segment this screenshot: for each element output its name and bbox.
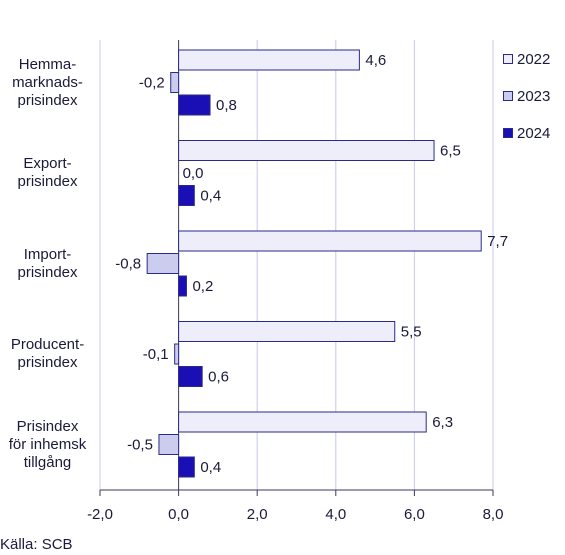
category-label-line: tillgång — [23, 453, 72, 471]
bar-2024 — [178, 94, 211, 116]
data-label-2023: 0,0 — [183, 165, 204, 182]
category-label: Producent-prisindex — [0, 336, 95, 372]
bar-2024 — [178, 366, 203, 387]
category-label-line: Import- — [23, 245, 72, 263]
legend-swatch-2024 — [503, 128, 513, 138]
legend-label-2023: 2023 — [517, 87, 551, 105]
legend-item-2024: 2024 — [503, 124, 550, 142]
category-label-line: Producent- — [10, 336, 85, 353]
category-label: Import-prisindex — [0, 246, 95, 282]
bar-2024 — [178, 456, 195, 478]
data-label-2024: 0,8 — [216, 97, 237, 114]
data-label-2022: 6,5 — [440, 143, 461, 160]
category-label-line: prisindex — [17, 91, 78, 109]
x-tick-label: 2,0 — [247, 506, 268, 523]
bar-2022 — [178, 49, 360, 71]
data-label-2022: 4,6 — [365, 52, 386, 69]
data-label-2023: -0,1 — [143, 346, 169, 363]
x-tick-label: 6,0 — [404, 506, 425, 523]
data-label-2023: -0,8 — [115, 256, 141, 273]
data-label-2024: 0,2 — [192, 278, 213, 295]
category-label-line: marknads- — [12, 73, 83, 91]
category-label: Prisindex för inhemsk tillgång — [0, 418, 95, 472]
category-label-line: Export- — [23, 155, 72, 172]
category-label-line: prisindex — [17, 354, 78, 371]
data-label-2022: 5,5 — [401, 324, 422, 341]
bar-2022 — [178, 140, 435, 161]
data-label-2022: 7,7 — [487, 233, 508, 250]
x-tick-label: -2,0 — [87, 506, 113, 523]
data-label-2022: 6,3 — [432, 414, 453, 431]
legend-item-2022: 2022 — [503, 50, 550, 68]
data-label-2024: 0,6 — [208, 369, 229, 386]
bar-2024 — [178, 185, 195, 206]
bar-2022 — [178, 230, 482, 252]
bar-2022 — [178, 321, 396, 342]
category-label: Hemma-marknads-prisindex — [0, 56, 95, 110]
data-label-2023: -0,5 — [127, 437, 153, 454]
x-tick-label: 0,0 — [168, 506, 189, 523]
source-note: Källa: SCB — [0, 536, 73, 553]
legend-swatch-2023 — [503, 91, 513, 101]
category-label-line: prisindex — [17, 173, 78, 190]
legend-label-2024: 2024 — [517, 124, 551, 142]
category-label: Export-prisindex — [0, 155, 95, 191]
category-label-line: prisindex — [17, 263, 78, 281]
data-label-2024: 0,4 — [200, 459, 221, 476]
bar-2023 — [158, 434, 180, 455]
data-label-2024: 0,4 — [200, 188, 221, 205]
category-label-line: Hemma- — [18, 55, 77, 73]
bar-2022 — [178, 411, 427, 433]
legend-label-2022: 2022 — [517, 50, 551, 68]
x-tick-label: 4,0 — [325, 506, 346, 523]
legend-swatch-2022 — [503, 54, 513, 64]
legend-item-2023: 2023 — [503, 87, 550, 105]
data-label-2023: -0,2 — [139, 75, 165, 92]
category-label-line: Prisindex — [16, 417, 79, 435]
bar-2023 — [170, 72, 180, 93]
bar-2024 — [178, 275, 187, 297]
bar-2023 — [174, 343, 180, 365]
x-tick-label: 8,0 — [483, 506, 504, 523]
category-label-line: för inhemsk — [8, 435, 87, 453]
bar-2023 — [146, 253, 180, 274]
legend: 2022 2023 2024 — [503, 50, 550, 161]
